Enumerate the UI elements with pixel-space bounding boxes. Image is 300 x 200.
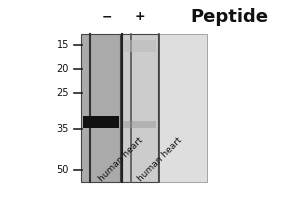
Bar — [123, 121, 156, 128]
Text: 50: 50 — [57, 165, 69, 175]
Bar — [81, 34, 120, 182]
Text: +: + — [135, 10, 146, 23]
Bar — [123, 40, 156, 52]
Text: 25: 25 — [56, 88, 69, 98]
Text: 15: 15 — [57, 40, 69, 50]
Text: human heart: human heart — [136, 135, 184, 183]
Text: human heart: human heart — [97, 135, 145, 183]
Bar — [82, 116, 118, 128]
Text: 20: 20 — [57, 64, 69, 74]
Bar — [159, 34, 207, 182]
Text: Peptide: Peptide — [190, 8, 268, 26]
Bar — [122, 34, 158, 182]
Text: −: − — [101, 10, 112, 23]
Text: 35: 35 — [57, 124, 69, 134]
